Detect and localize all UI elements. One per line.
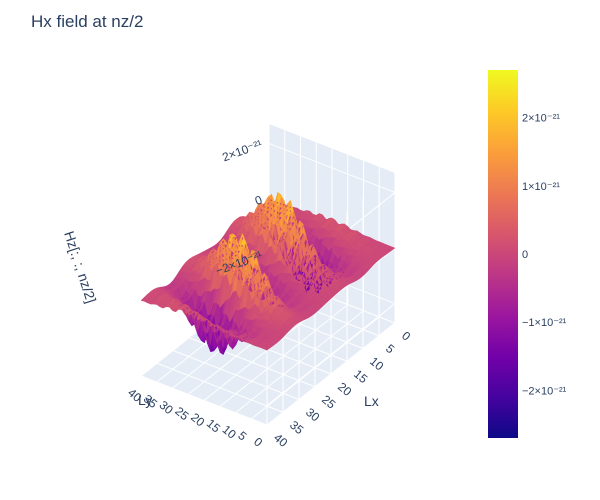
y-axis-title: Ly xyxy=(138,392,152,408)
x-tick-5: 25 xyxy=(319,392,338,412)
wall-grid-zy-2 xyxy=(268,142,396,193)
surface-cell xyxy=(140,297,148,302)
y-tick-0: 0 xyxy=(251,435,265,450)
colorbar[interactable]: 2×10⁻²¹ 1×10⁻²¹ 0 −1×10⁻²¹ −2×10⁻²¹ xyxy=(488,70,567,438)
colorbar-gradient xyxy=(488,70,518,438)
x-tick-4: 20 xyxy=(335,380,354,400)
z-axis-title: Hz[:, :, nz/2] xyxy=(61,229,99,305)
z-tick-0: 2×10⁻²¹ xyxy=(220,137,264,164)
x-axis-title: Lx xyxy=(364,393,379,409)
wall-grid-zx-0 xyxy=(266,303,396,406)
x-tick-2: 10 xyxy=(367,354,386,374)
z-tick-1: 0 xyxy=(253,193,264,209)
colorbar-tick-3: −1×10⁻²¹ xyxy=(522,317,567,329)
chart-title: Hx field at nz/2 xyxy=(31,12,144,31)
colorbar-ticks: 2×10⁻²¹ 1×10⁻²¹ 0 −1×10⁻²¹ −2×10⁻²¹ xyxy=(522,113,567,398)
x-tick-7: 35 xyxy=(287,418,306,438)
x-tick-0: 0 xyxy=(399,329,413,344)
surface-mesh xyxy=(140,191,396,355)
colorbar-tick-1: 1×10⁻²¹ xyxy=(522,181,560,193)
floor-grid-x-8 xyxy=(140,375,268,426)
colorbar-tick-0: 2×10⁻²¹ xyxy=(522,113,560,125)
colorbar-tick-4: −2×10⁻²¹ xyxy=(522,385,567,397)
colorbar-tick-2: 0 xyxy=(522,249,528,261)
x-tick-1: 5 xyxy=(383,341,397,356)
x-tick-3: 15 xyxy=(351,367,370,387)
x-tick-8: 40 xyxy=(271,431,290,451)
x-tick-6: 30 xyxy=(303,405,322,425)
floor-grid-x-7 xyxy=(156,362,284,413)
floor-grid-x-6 xyxy=(172,350,300,400)
